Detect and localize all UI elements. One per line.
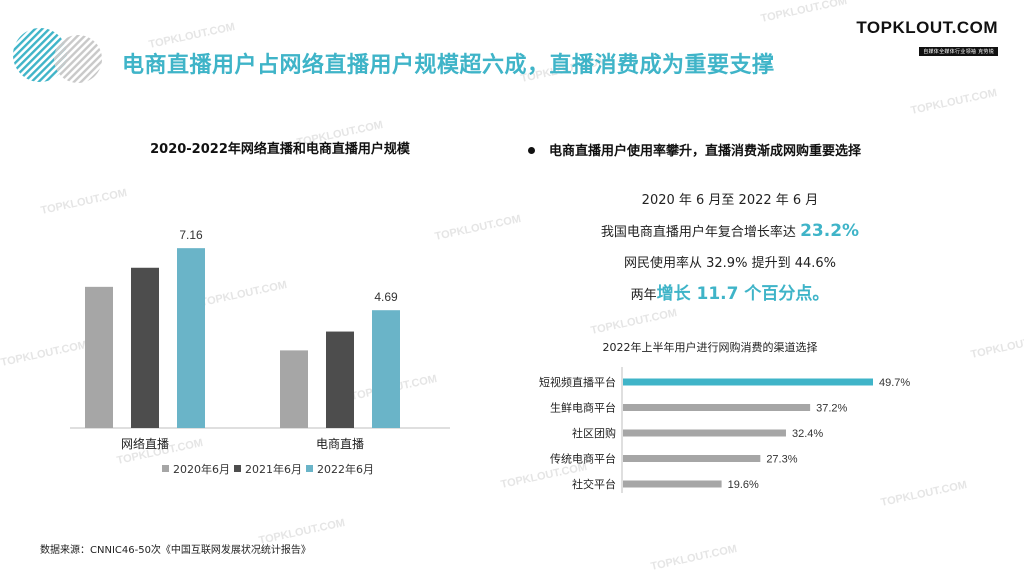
data-label: 27.3% bbox=[766, 454, 797, 466]
legend-label: 2021年6月 bbox=[245, 462, 302, 476]
bar-2021年6月-网络直播 bbox=[131, 267, 159, 428]
watermark: TOPKLOUT.COM bbox=[589, 307, 679, 337]
watermark: TOPKLOUT.COM bbox=[909, 87, 999, 117]
legend-label: 2020年6月 bbox=[173, 462, 230, 476]
brand-tagline: 自媒体全媒体行业领袖 克劳锐 bbox=[919, 47, 998, 56]
legend-swatch bbox=[234, 465, 241, 472]
bar-2022年6月-网络直播 bbox=[177, 248, 205, 428]
page-title: 电商直播用户占网络直播用户规模超六成，直播消费成为重要支撑 bbox=[122, 53, 775, 78]
bar-2020年6月-网络直播 bbox=[85, 286, 113, 428]
brand-name: TOPKLOUT.COM bbox=[856, 18, 998, 37]
right-heading-text: 电商直播用户使用率攀升，直播消费渐成网购重要选择 bbox=[549, 144, 862, 159]
data-label: 32.4% bbox=[792, 428, 823, 440]
data-label: 4.69 bbox=[374, 290, 398, 304]
watermark: TOPKLOUT.COM bbox=[649, 543, 739, 573]
legend-label: 2022年6月 bbox=[317, 462, 374, 476]
hbar-chart-title: 2022年上半年用户进行网购消费的渠道选择 bbox=[602, 341, 818, 354]
decorative-circles bbox=[13, 28, 102, 83]
bar-社区团购 bbox=[623, 429, 786, 437]
data-label: 19.6% bbox=[728, 479, 759, 491]
data-source: 数据来源：CNNIC46-50次《中国互联网发展状况统计报告》 bbox=[40, 545, 311, 556]
bullet-icon bbox=[528, 147, 535, 154]
horizontal-bar-chart: 短视频直播平台 49.7% 生鲜电商平台 37.2% 社区团购 32.4% 传统电商平台 27… bbox=[539, 367, 910, 493]
increase-prefix: 两年 bbox=[630, 288, 657, 303]
data-label: 7.16 bbox=[179, 228, 203, 242]
bar-生鲜电商平台 bbox=[623, 404, 811, 411]
bar-chart-title: 2020-2022年网络直播和电商直播用户规模 bbox=[150, 142, 410, 157]
growth-text: 我国电商直播用户年复合增长率达 bbox=[600, 225, 796, 240]
category-label: 电商直播 bbox=[316, 436, 364, 451]
category-label: 生鲜电商平台 bbox=[550, 401, 616, 415]
bar-2021年6月-电商直播 bbox=[326, 331, 354, 428]
data-label: 37.2% bbox=[816, 403, 847, 415]
watermark: TOPKLOUT.COM bbox=[969, 331, 1024, 361]
stat-line-usage: 网民使用率从 32.9% 提升到 44.6% bbox=[624, 256, 836, 271]
category-label: 社交平台 bbox=[572, 477, 616, 491]
increase-value: 增长 11.7 个百分点。 bbox=[656, 284, 830, 304]
stat-line-period: 2020 年 6 月至 2022 年 6 月 bbox=[641, 193, 819, 208]
bar-传统电商平台 bbox=[623, 455, 761, 462]
bar-短视频直播平台 bbox=[623, 378, 873, 386]
stat-line-increase: 两年增长 11.7 个百分点。 bbox=[520, 279, 940, 311]
category-label: 传统电商平台 bbox=[550, 452, 616, 466]
stat-line-growth: 我国电商直播用户年复合增长率达 23.2% bbox=[520, 216, 940, 248]
category-label: 社区团购 bbox=[572, 426, 616, 440]
data-label: 49.7% bbox=[879, 377, 910, 389]
legend-swatch bbox=[162, 465, 169, 472]
bar-2020年6月-电商直播 bbox=[280, 350, 308, 428]
category-label: 短视频直播平台 bbox=[539, 375, 616, 389]
grouped-bar-chart: 7.16 网络直播 4.69 电商直播 2020年6月 2021年6月 2022年6月 bbox=[70, 228, 450, 476]
right-heading: 电商直播用户使用率攀升，直播消费渐成网购重要选择 bbox=[528, 140, 861, 159]
bar-社交平台 bbox=[623, 480, 722, 488]
brand-logo: TOPKLOUT.COM 自媒体全媒体行业领袖 克劳锐 bbox=[856, 18, 998, 57]
growth-value: 23.2% bbox=[800, 221, 860, 241]
category-label: 网络直播 bbox=[121, 436, 169, 451]
watermark: TOPKLOUT.COM bbox=[759, 0, 849, 25]
legend-swatch bbox=[306, 465, 313, 472]
stat-block: 2020 年 6 月至 2022 年 6 月 我国电商直播用户年复合增长率达 2… bbox=[520, 185, 940, 311]
bar-2022年6月-电商直播 bbox=[372, 310, 400, 428]
